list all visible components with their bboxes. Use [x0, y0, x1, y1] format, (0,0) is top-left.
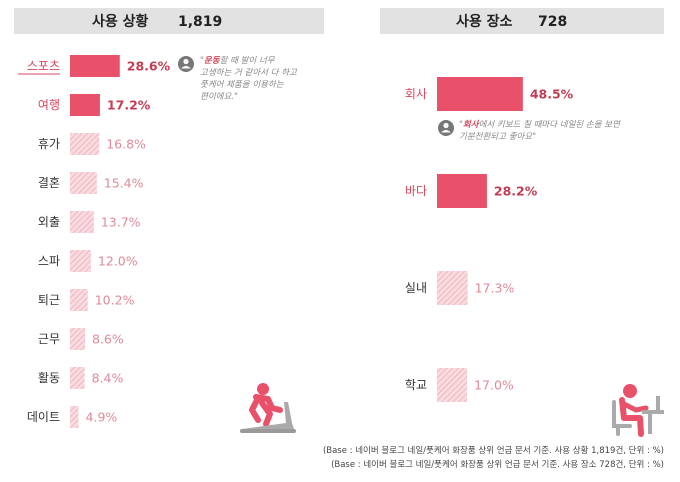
category-label: 데이트 — [27, 410, 60, 424]
value-label: 15.4% — [104, 176, 144, 191]
right-bar-chart: 회사 48.5% 바다 28.2% 실내 17.3% 학교 17.0% — [405, 77, 574, 402]
bar — [437, 77, 523, 111]
left-annotation-line-4: 편이에요." — [200, 91, 238, 102]
left-annotation-line-3: 풋케어 제품을 이용하는 — [200, 79, 285, 90]
right-annotation-line-1: 에서 키보드 칠 때마다 네일된 손을 보면 — [479, 119, 622, 130]
user-avatar-icon — [178, 56, 194, 72]
value-label: 13.7% — [101, 215, 141, 230]
bar — [70, 367, 85, 389]
bar — [70, 172, 97, 194]
bar — [70, 55, 120, 77]
right-annotation-keyword: 회사 — [463, 119, 480, 130]
category-label: 외출 — [38, 215, 60, 229]
category-label: 스포츠 — [27, 59, 60, 73]
left-annotation-line-1: 할 때 발이 너무 — [220, 55, 276, 66]
value-label: 48.5% — [530, 87, 574, 102]
value-label: 28.6% — [127, 59, 171, 74]
right-annotation-line-2: 기분전환되고 좋아요" — [459, 131, 536, 142]
left-header-bar — [14, 8, 324, 34]
person-sitting-desk-icon — [612, 384, 664, 437]
category-label: 여행 — [38, 97, 60, 112]
category-label: 휴가 — [38, 137, 60, 151]
value-label: 8.6% — [92, 332, 124, 347]
category-label: 결혼 — [38, 176, 60, 190]
category-label: 실내 — [405, 281, 427, 295]
bar — [70, 250, 91, 272]
right-annotation-text: "회사에서 키보드 칠 때마다 네일된 손을 보면 — [459, 119, 621, 130]
bar — [70, 133, 100, 155]
category-label: 퇴근 — [38, 293, 60, 307]
category-label: 활동 — [38, 371, 60, 385]
person-running-treadmill-icon — [240, 383, 296, 433]
right-chart-title: 사용 장소 — [456, 13, 513, 30]
bar — [70, 406, 79, 428]
category-label: 바다 — [405, 184, 427, 198]
right-header-bar — [380, 8, 664, 34]
category-label: 근무 — [38, 332, 60, 346]
value-label: 17.2% — [107, 98, 151, 113]
right-annotation: "회사에서 키보드 칠 때마다 네일된 손을 보면 기분전환되고 좋아요" — [438, 119, 621, 142]
bar — [70, 328, 85, 350]
category-label: 회사 — [405, 87, 427, 101]
value-label: 17.0% — [474, 378, 514, 393]
bar — [437, 271, 468, 305]
value-label: 17.3% — [475, 281, 515, 296]
category-label: 학교 — [405, 378, 427, 392]
source-note-2: (Base : 네이버 블로그 네일/풋케어 화장품 상위 언급 문서 기준. … — [331, 459, 664, 470]
value-label: 12.0% — [98, 254, 138, 269]
value-label: 28.2% — [494, 184, 538, 199]
bar — [437, 368, 468, 402]
value-label: 8.4% — [92, 371, 124, 386]
bar — [70, 289, 88, 311]
source-note-1: (Base : 네이버 블로그 네일/풋케어 화장품 상위 언급 문서 기준. … — [323, 445, 664, 456]
bar — [70, 94, 100, 116]
left-chart-title: 사용 상황 — [92, 13, 149, 30]
left-chart-total: 1,819 — [178, 14, 222, 30]
value-label: 4.9% — [86, 410, 118, 425]
value-label: 10.2% — [95, 293, 135, 308]
left-annotation: "운동할 때 발이 너무 고생하는 거 같아서 다 하고 풋케어 제품을 이용하… — [178, 55, 298, 102]
category-label: 스파 — [38, 254, 60, 268]
left-annotation-text: "운동할 때 발이 너무 — [200, 55, 276, 66]
bar — [70, 211, 94, 233]
value-label: 16.8% — [106, 137, 146, 152]
left-annotation-line-2: 고생하는 거 같아서 다 하고 — [200, 67, 298, 78]
left-annotation-keyword: 운동 — [204, 55, 221, 66]
bar — [437, 174, 487, 208]
user-avatar-icon — [438, 120, 454, 136]
right-chart-total: 728 — [538, 14, 567, 30]
left-bar-chart: 스포츠 28.6% 여행 17.2% 휴가 16.8% 결혼 15.4% 외출 13.7% 스파 12… — [18, 55, 171, 428]
